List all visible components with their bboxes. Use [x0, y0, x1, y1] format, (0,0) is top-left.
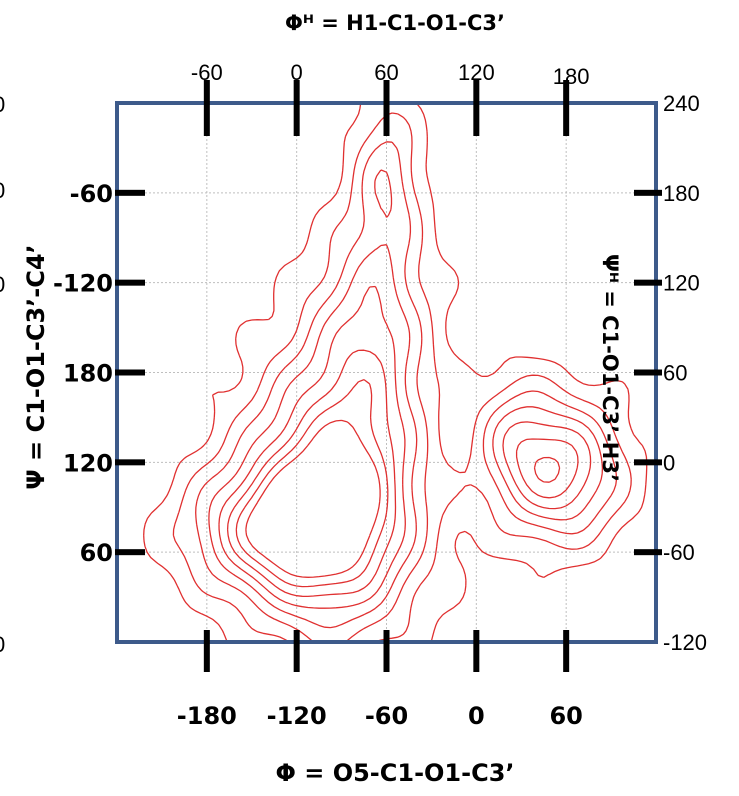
contour-level-3 [208, 169, 604, 629]
contour-level-7 [245, 419, 381, 578]
right-tick-label-2: 0 [663, 450, 675, 475]
bottom-tick-label-1: -120 [267, 702, 327, 730]
bottom-tick-0 [203, 630, 210, 672]
top-tick-3 [473, 80, 480, 136]
left-tick-label-3: -120 [53, 270, 113, 298]
bottom-tick-3 [473, 630, 480, 672]
left-tick-label-0: 60 [80, 539, 113, 567]
top-tick-label-1: 0 [291, 60, 303, 85]
bottom-tick-4 [563, 630, 570, 672]
clipped-label-2: 0 [0, 178, 5, 203]
clipped-label-1: 0 [0, 92, 5, 117]
bottom-tick-label-2: -60 [365, 702, 408, 730]
bottom-tick-label-0: -180 [177, 702, 237, 730]
left-tick-2 [115, 369, 145, 376]
right-tick-3 [634, 369, 662, 376]
top-axis-title: Φᴴ = H1-C1-O1-C3’ [285, 11, 505, 35]
clipped-label-4: 0 [0, 632, 5, 657]
top-tick-label-3: 120 [458, 60, 495, 85]
top-tick-0 [203, 80, 210, 136]
right-tick-label-6: 240 [663, 91, 700, 116]
right-tick-label-4: 120 [663, 271, 700, 296]
right-tick-4 [634, 279, 662, 286]
axis-ticks: -180 -120 -60 0 60 -60 0 60 120 180 60 120 180 -120 -6… [53, 60, 707, 730]
bottom-axis-title: Φ = O5-C1-O1-C3’ [275, 759, 514, 787]
bottom-tick-2 [383, 630, 390, 672]
top-tick-label-0: -60 [191, 60, 223, 85]
top-tick-4 [563, 80, 570, 136]
clipped-left-labels: 0 0 0 0 [0, 92, 5, 657]
bottom-tick-label-4: 60 [549, 702, 582, 730]
right-tick-label-0: -120 [663, 630, 707, 655]
left-tick-label-2: 180 [63, 360, 113, 388]
contour-lines [143, 103, 648, 642]
contour-level-5 [226, 349, 579, 598]
grid-lines [117, 103, 656, 642]
right-tick-label-1: -60 [663, 540, 695, 565]
right-tick-2 [634, 459, 662, 466]
clipped-label-3: 0 [0, 272, 5, 297]
contour-level-2 [195, 141, 618, 642]
top-tick-1 [293, 80, 300, 136]
top-tick-label-4: 180 [553, 64, 590, 89]
right-tick-5 [634, 189, 662, 196]
contour-level-6 [235, 378, 561, 588]
top-tick-2 [383, 80, 390, 136]
right-tick-label-3: 60 [663, 361, 687, 386]
left-tick-label-1: 120 [63, 449, 113, 477]
bottom-tick-1 [293, 630, 300, 672]
top-tick-label-2: 60 [374, 60, 398, 85]
contour-level-4 [218, 285, 592, 609]
bottom-tick-label-3: 0 [468, 702, 485, 730]
contour-level-1 [172, 112, 632, 642]
right-axis-title: Ψᴴ = C1-O1-C3’-H3’ [598, 254, 622, 482]
left-tick-3 [115, 279, 145, 286]
right-tick-1 [634, 549, 662, 556]
contour-level-0 [143, 103, 648, 642]
left-tick-0 [115, 549, 145, 556]
left-tick-1 [115, 459, 145, 466]
left-tick-4 [115, 189, 145, 196]
left-axis-title: Ψ = C1-O1-C3’-C4’ [22, 244, 50, 489]
left-tick-label-4: -60 [70, 180, 113, 208]
right-tick-label-5: 180 [663, 181, 700, 206]
